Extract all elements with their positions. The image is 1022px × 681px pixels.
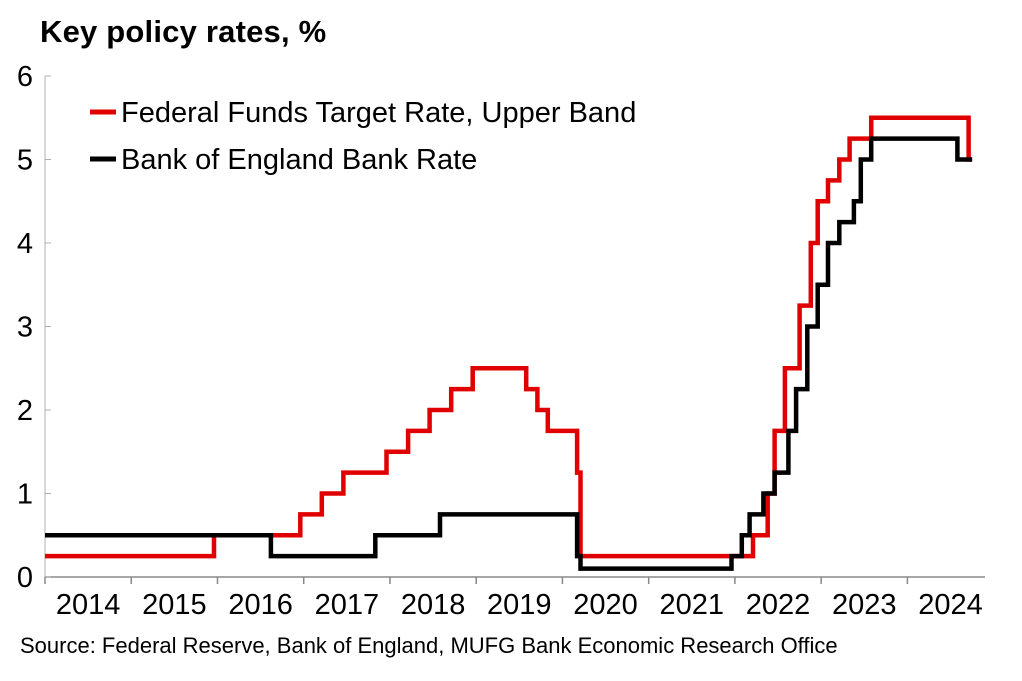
y-tick-label: 6: [17, 61, 33, 93]
x-tick-label: 2022: [746, 589, 811, 621]
series-layer: [45, 115, 973, 571]
x-tick-label: 2016: [228, 589, 293, 621]
x-tick-label: 2017: [315, 589, 380, 621]
y-tick-label: 5: [17, 145, 33, 177]
x-tick-label: 2021: [660, 589, 725, 621]
x-tick-label: 2024: [918, 589, 983, 621]
series-line-fed-funds: [45, 115, 973, 559]
legend-label: Bank of England Bank Rate: [121, 144, 477, 176]
x-tick-label: 2015: [142, 589, 207, 621]
series-line-boe-bank-rate: [45, 136, 973, 571]
x-tick-label: 2018: [401, 589, 466, 621]
legend: Federal Funds Target Rate, Upper Band Ban…: [90, 97, 636, 176]
y-tick-label: 3: [17, 312, 33, 344]
axes: 0 1 2 3 4 5 6 2014 2015 2016 2017 2018 2019 2020 2021 2…: [17, 61, 985, 621]
y-tick-label: 4: [17, 228, 33, 260]
source-note: Source: Federal Reserve, Bank of England…: [20, 633, 838, 658]
x-tick-label: 2014: [56, 589, 121, 621]
x-tick-label: 2023: [832, 589, 897, 621]
y-tick-label: 0: [17, 562, 33, 594]
y-tick-label: 2: [17, 395, 33, 427]
chart-title: Key policy rates, %: [40, 14, 327, 49]
legend-label: Federal Funds Target Rate, Upper Band: [121, 97, 636, 129]
x-tick-label: 2020: [573, 589, 638, 621]
y-tick-label: 1: [17, 479, 33, 511]
line-chart: 0 1 2 3 4 5 6 2014 2015 2016 2017 2018 2019 2020 2021 2…: [17, 61, 985, 621]
x-tick-label: 2019: [487, 589, 552, 621]
